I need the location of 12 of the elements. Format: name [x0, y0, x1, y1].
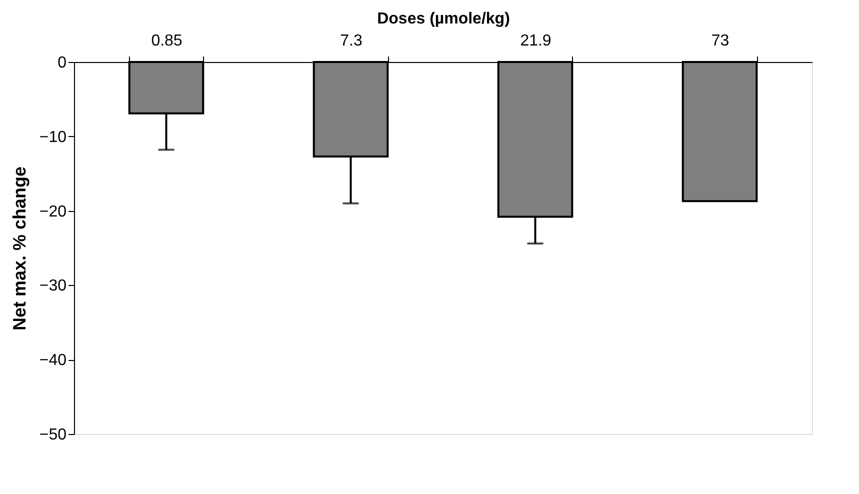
y-tick-label: −30	[39, 278, 67, 295]
y-axis-title: Net max. % change	[9, 166, 30, 331]
x-tick-label: 0.85	[151, 32, 182, 50]
y-tick-label: −20	[39, 203, 67, 220]
y-tick-label: 0	[58, 54, 67, 72]
y-tick-label: −50	[39, 426, 67, 444]
y-tick-label: −40	[39, 352, 67, 370]
x-axis-title: Doses (µmole/kg)	[377, 10, 510, 28]
x-tick-label: 73	[711, 32, 730, 50]
x-tick-label: 7.3	[340, 32, 362, 50]
x-tick-label: 21.9	[520, 32, 552, 50]
y-tick-label: −10	[39, 128, 67, 146]
